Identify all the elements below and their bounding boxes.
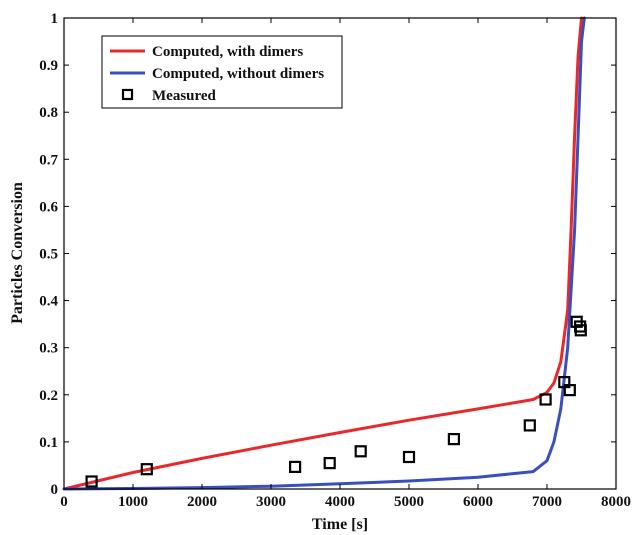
measured-point [85, 475, 98, 488]
x-tick-label: 3000 [256, 494, 286, 510]
legend: Computed, with dimers Computed, without … [101, 35, 343, 109]
x-tick-label: 4000 [325, 494, 355, 510]
measured-point [140, 463, 153, 476]
y-tick-label: 0.2 [39, 388, 58, 404]
x-axis: 0 1000 2000 3000 4000 5000 6000 7000 8000 [60, 18, 631, 510]
y-axis-title: Particles Conversion [9, 182, 26, 324]
x-tick-label: 0 [60, 494, 68, 510]
x-tick-label: 6000 [463, 494, 493, 510]
measured-point [574, 324, 587, 337]
y-tick-label: 0.4 [39, 294, 58, 310]
measured-point [523, 419, 536, 432]
measured-point [289, 460, 302, 473]
legend-label-with-dimers: Computed, with dimers [152, 44, 303, 60]
y-tick-label: 0 [51, 482, 59, 498]
measured-point [323, 457, 336, 470]
measured-point [539, 393, 552, 406]
y-tick-label: 1 [51, 11, 59, 27]
y-tick-label: 0.9 [39, 58, 58, 74]
x-axis-title: Time [s] [312, 516, 368, 533]
y-tick-label: 0.1 [39, 435, 58, 451]
measured-point [402, 450, 416, 464]
y-tick-label: 0.8 [39, 105, 58, 121]
legend-label-without-dimers: Computed, without dimers [152, 66, 324, 82]
y-tick-label: 0.7 [39, 152, 58, 168]
measured-point [447, 433, 460, 446]
legend-marker-measured [121, 88, 134, 101]
y-tick-label: 0.3 [39, 341, 58, 357]
y-tick-label: 0.5 [39, 247, 58, 263]
series-line-without-dimers [62, 16, 586, 491]
legend-label-measured: Measured [152, 88, 217, 104]
x-tick-label: 1000 [118, 494, 148, 510]
y-tick-label: 0.6 [39, 199, 58, 215]
x-tick-label: 7000 [532, 494, 562, 510]
x-tick-label: 5000 [394, 494, 424, 510]
y-axis: 0 0.1 0.2 0.3 0.4 0.5 0.6 0.7 0.8 0.9 1 [39, 11, 616, 498]
measured-point [354, 445, 367, 458]
x-tick-label: 8000 [601, 494, 631, 510]
x-tick-label: 2000 [187, 494, 217, 510]
series-layer [62, 16, 587, 491]
measured-point [563, 384, 576, 397]
